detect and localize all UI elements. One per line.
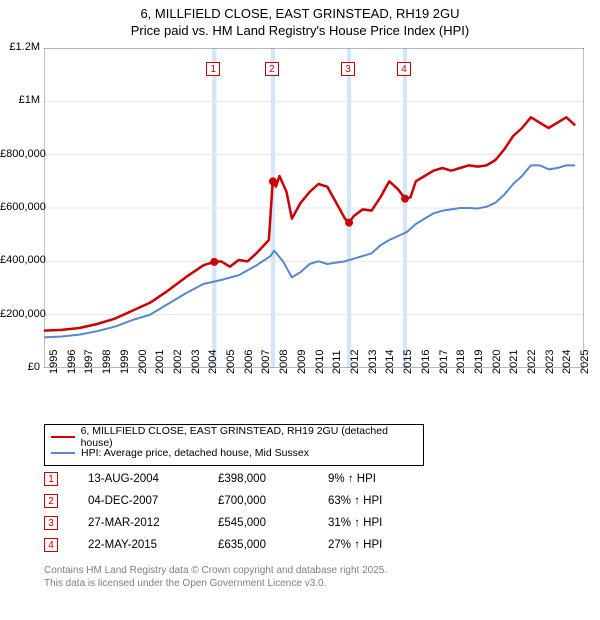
x-tick-label: 1996	[66, 350, 78, 374]
x-tick-label: 2001	[154, 350, 166, 374]
x-tick-label: 2008	[278, 350, 290, 374]
event-price: £635,000	[218, 539, 328, 551]
event-price: £545,000	[218, 517, 328, 529]
event-number-badge: 3	[44, 516, 58, 530]
x-tick-label: 1995	[48, 350, 60, 374]
x-tick-label: 2013	[367, 350, 379, 374]
attribution-line-2: This data is licensed under the Open Gov…	[44, 578, 326, 589]
x-tick-label: 2018	[455, 350, 467, 374]
x-tick-label: 2020	[491, 350, 503, 374]
legend: 6, MILLFIELD CLOSE, EAST GRINSTEAD, RH19…	[44, 424, 424, 466]
event-pct: 31% ↑ HPI	[328, 517, 428, 529]
x-tick-label: 2004	[207, 350, 219, 374]
x-tick-label: 2005	[225, 350, 237, 374]
event-badge-3: 3	[341, 62, 355, 76]
x-tick-label: 2002	[172, 350, 184, 374]
event-date: 27-MAR-2012	[88, 517, 218, 529]
event-pct: 9% ↑ HPI	[328, 473, 428, 485]
x-tick-label: 2012	[349, 350, 361, 374]
event-pct: 63% ↑ HPI	[328, 495, 428, 507]
x-tick-label: 2006	[243, 350, 255, 374]
x-tick-label: 1997	[83, 350, 95, 374]
chart-area	[44, 48, 584, 368]
attribution: Contains HM Land Registry data © Crown c…	[44, 564, 387, 590]
x-tick-label: 2010	[314, 350, 326, 374]
legend-row: 6, MILLFIELD CLOSE, EAST GRINSTEAD, RH19…	[51, 429, 417, 445]
event-number-badge: 1	[44, 472, 58, 486]
legend-label: HPI: Average price, detached house, Mid …	[81, 447, 309, 459]
event-row: 3 27-MAR-2012£545,00031% ↑ HPI	[44, 512, 428, 534]
y-tick-label: £600,000	[0, 201, 40, 213]
x-tick-label: 2015	[402, 350, 414, 374]
legend-swatch	[51, 436, 75, 438]
title-line-1: 6, MILLFIELD CLOSE, EAST GRINSTEAD, RH19…	[140, 6, 459, 21]
x-tick-label: 2024	[561, 350, 573, 374]
event-badge-2: 2	[265, 62, 279, 76]
y-tick-label: £200,000	[0, 308, 40, 320]
event-price: £398,000	[218, 473, 328, 485]
x-tick-label: 2022	[526, 350, 538, 374]
x-tick-label: 2014	[384, 350, 396, 374]
y-tick-label: £1.2M	[0, 41, 40, 53]
x-tick-label: 2019	[473, 350, 485, 374]
event-badge-4: 4	[397, 62, 411, 76]
event-number-badge: 4	[44, 538, 58, 552]
events-table: 1 13-AUG-2004£398,0009% ↑ HPI 2 04-DEC-2007…	[44, 468, 428, 556]
event-pct: 27% ↑ HPI	[328, 539, 428, 551]
y-tick-label: £0	[0, 361, 40, 373]
event-date: 13-AUG-2004	[88, 473, 218, 485]
event-date: 22-MAY-2015	[88, 539, 218, 551]
x-tick-label: 1998	[101, 350, 113, 374]
x-tick-label: 2011	[331, 350, 343, 374]
y-tick-label: £800,000	[0, 148, 40, 160]
x-tick-label: 2021	[508, 350, 520, 374]
x-tick-label: 1999	[119, 350, 131, 374]
legend-swatch	[51, 452, 75, 454]
x-tick-label: 2016	[420, 350, 432, 374]
event-row: 1 13-AUG-2004£398,0009% ↑ HPI	[44, 468, 428, 490]
event-badge-1: 1	[206, 62, 220, 76]
event-row: 4 22-MAY-2015£635,00027% ↑ HPI	[44, 534, 428, 556]
event-date: 04-DEC-2007	[88, 495, 218, 507]
title-line-2: Price paid vs. HM Land Registry's House …	[131, 23, 469, 38]
x-tick-label: 2009	[296, 350, 308, 374]
y-tick-label: £1M	[0, 94, 40, 106]
line-chart	[44, 48, 584, 368]
x-tick-label: 2003	[190, 350, 202, 374]
event-number-badge: 2	[44, 494, 58, 508]
event-price: £700,000	[218, 495, 328, 507]
chart-title: 6, MILLFIELD CLOSE, EAST GRINSTEAD, RH19…	[0, 0, 600, 40]
x-tick-label: 2000	[137, 350, 149, 374]
event-row: 2 04-DEC-2007£700,00063% ↑ HPI	[44, 490, 428, 512]
x-tick-label: 2025	[579, 350, 591, 374]
x-tick-label: 2007	[260, 350, 272, 374]
attribution-line-1: Contains HM Land Registry data © Crown c…	[44, 565, 387, 576]
x-tick-label: 2017	[438, 350, 450, 374]
y-tick-label: £400,000	[0, 254, 40, 266]
legend-label: 6, MILLFIELD CLOSE, EAST GRINSTEAD, RH19…	[81, 425, 417, 449]
x-tick-label: 2023	[544, 350, 556, 374]
